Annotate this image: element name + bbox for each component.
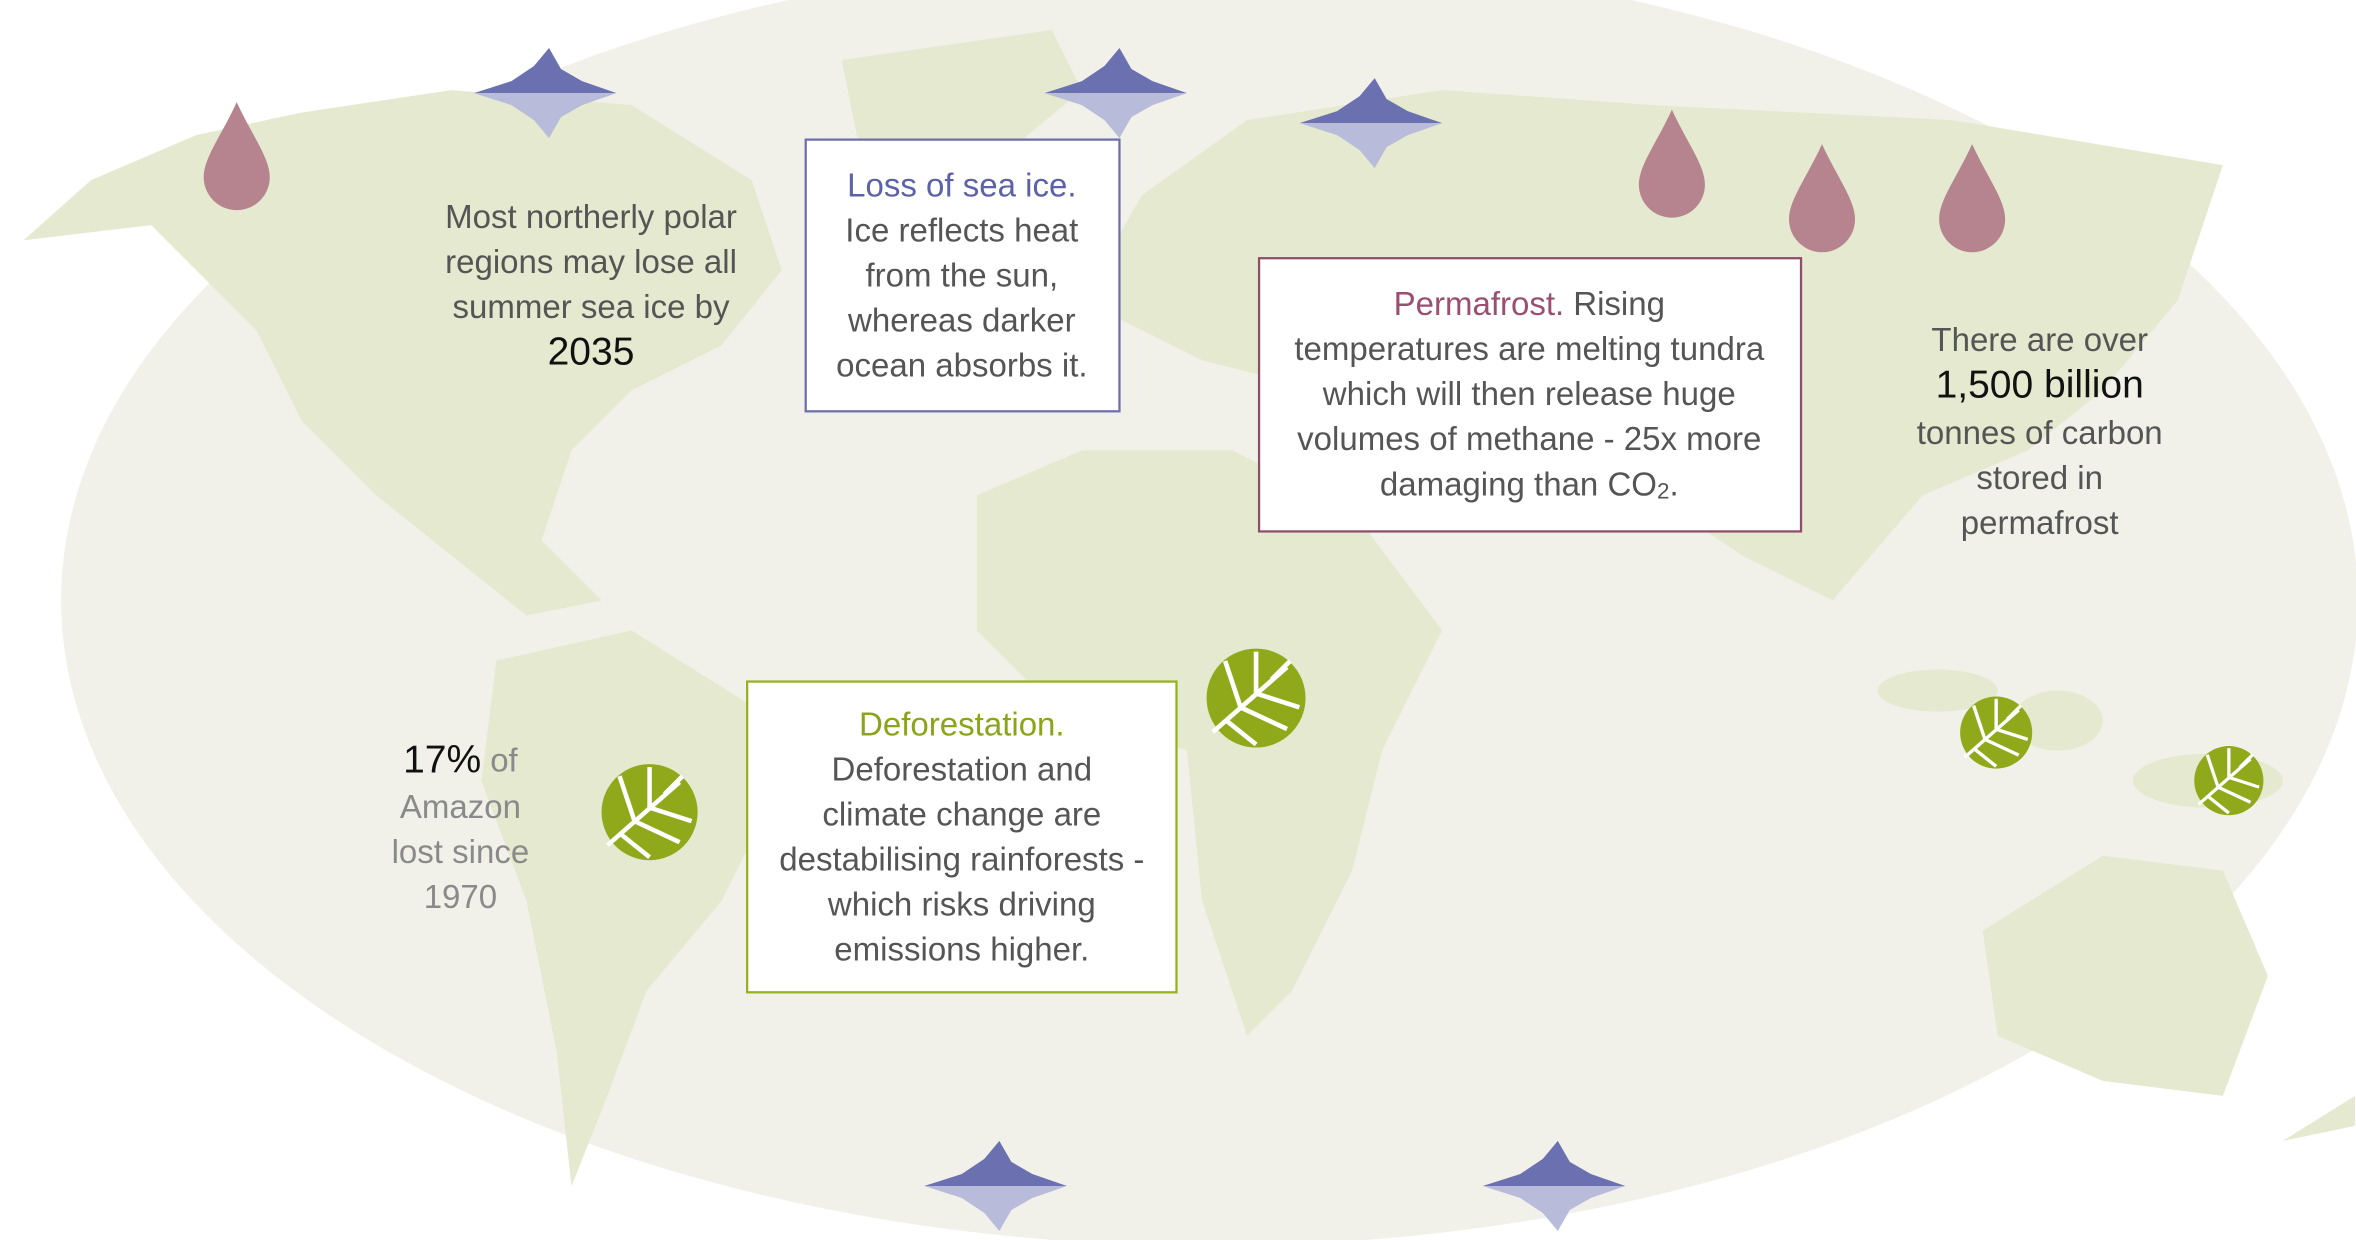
text-line: tonnes of carbon [1917,414,2163,451]
text-line: Most northerly polar [445,198,737,235]
drops [203,102,2006,253]
subscript: 2 [1657,478,1670,503]
box-heading: Loss of sea ice. [847,166,1076,203]
text-line: climate change are [822,795,1101,832]
carbon-note: There are over 1,500 billion tonnes of c… [1917,321,2163,541]
text-line: whereas darker [847,301,1076,338]
text-line: ocean absorbs it. [836,347,1087,384]
text-line: summer sea ice by [452,288,730,325]
text-line: Deforestation and [832,750,1093,787]
text-line: which will then release huge [1322,375,1736,412]
sea-ice-box: Loss of sea ice. Ice reflects heat from … [804,138,1121,413]
text-line: lost since [392,833,530,870]
text-line: volumes of methane - 25x more [1297,420,1761,457]
text-line: stored in [1976,459,2103,496]
highlight: 17% [403,739,481,782]
text-line: Ice reflects heat [845,211,1078,248]
box-heading: Deforestation. [859,705,1065,742]
text-line: There are over [1931,321,2148,358]
text-line: destabilising rainforests - [779,840,1144,877]
polar-note: Most northerly polar regions may lose al… [445,198,737,374]
text-line: 17% of [403,739,518,782]
text-line: from the sun, [865,256,1058,293]
amazon-note: 17% of Amazon lost since 1970 [392,739,530,915]
text-line: emissions higher. [834,930,1089,967]
text-part: damaging than CO [1380,465,1657,502]
text-line: regions may lose all [445,243,737,280]
text-line: damaging than CO2. [1380,465,1679,503]
text-part: Rising [1573,285,1665,322]
text-line: permafrost [1961,504,2119,541]
box-heading: Permafrost. [1394,285,1565,322]
text-line: Permafrost. Rising [1394,285,1665,322]
text-part: of [490,741,518,778]
text-line: Amazon [400,788,521,825]
deforestation-box: Deforestation. Deforestation and climate… [746,680,1178,994]
permafrost-box: Permafrost. Rising temperatures are melti… [1257,257,1803,533]
text-line: temperatures are melting tundra [1294,330,1764,367]
text-part: . [1670,465,1679,502]
highlight: 2035 [548,331,635,374]
text-line: which risks driving [827,885,1096,922]
text-line: 1970 [424,878,497,915]
highlight: 1,500 billion [1936,364,2144,407]
